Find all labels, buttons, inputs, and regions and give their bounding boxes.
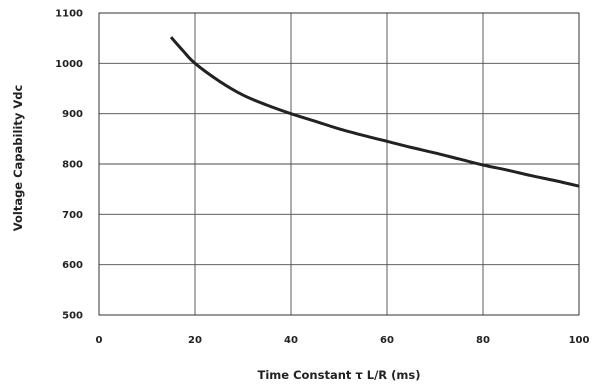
y-tick-label: 600 [62,260,83,271]
x-tick-label: 0 [96,335,103,346]
y-tick-label: 1000 [55,59,83,70]
y-tick-label: 900 [62,109,83,120]
plot-frame [98,12,580,316]
x-tick-label: 100 [569,335,590,346]
y-tick-label: 1100 [55,9,83,20]
x-tick-label: 20 [188,335,202,346]
y-tick-label: 500 [62,311,83,322]
y-tick-label: 800 [62,160,83,171]
y-axis-ticks: 500 600 700 800 900 1000 1100 [55,9,83,322]
x-tick-label: 60 [380,335,394,346]
y-tick-label: 700 [62,210,83,221]
x-tick-label: 80 [476,335,490,346]
x-tick-label: 40 [284,335,298,346]
x-axis-title: Time Constant τ L/R (ms) [258,368,421,382]
series-layer [169,36,580,188]
x-axis-ticks: 0 20 40 60 80 100 [96,335,590,346]
y-axis-title: Voltage Capability Vdc [11,85,25,232]
voltage-curve [169,36,580,188]
grid [98,12,580,316]
